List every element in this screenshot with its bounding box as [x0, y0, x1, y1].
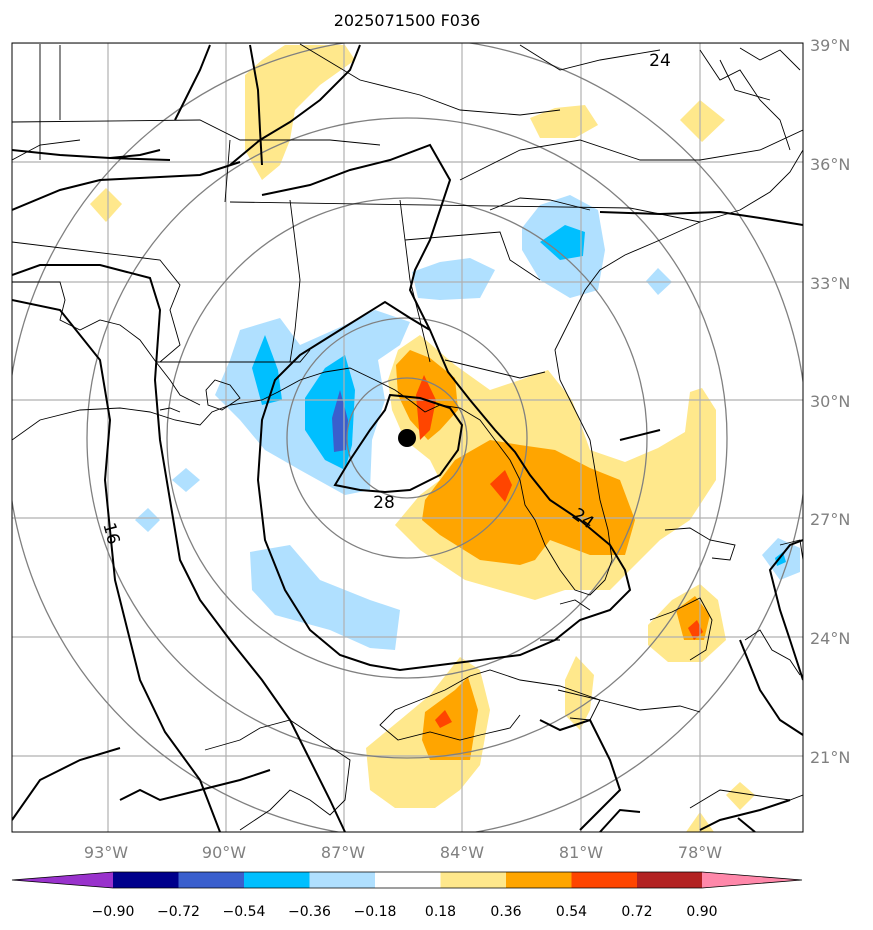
colorbar-tick-label: −0.36: [288, 904, 331, 920]
colorbar-tick-label: 0.54: [556, 904, 587, 920]
map-frame: [11, 42, 804, 833]
colorbar-segment: [637, 872, 703, 888]
colorbar-segment: [440, 872, 506, 888]
lon-label: 90°W: [202, 843, 246, 862]
colorbar-segment: [571, 872, 637, 888]
colorbar-segment: [178, 872, 244, 888]
latitude-axis-labels: 39°N 36°N 33°N 30°N 27°N 24°N 21°N: [810, 36, 850, 767]
lat-label: 24°N: [810, 629, 850, 648]
range-rings: [12, 43, 803, 832]
lon-label: 81°W: [559, 843, 603, 862]
contour-label-center: 28: [373, 493, 395, 513]
lon-label: 93°W: [84, 843, 128, 862]
lon-label: 78°W: [678, 843, 722, 862]
lat-label: 27°N: [810, 510, 850, 529]
lat-label: 39°N: [810, 36, 850, 55]
colorbar: −0.90 −0.72 −0.54 −0.36 −0.18 0.18 0.36 …: [11, 871, 803, 920]
colorbar-tick-label: 0.72: [621, 904, 652, 920]
colorbar-segment: [375, 872, 441, 888]
positive-anomaly-dark-shading: [416, 375, 703, 728]
colorbar-segment: [244, 872, 310, 888]
colorbar-tick-label: 0.36: [490, 904, 521, 920]
lon-label: 87°W: [321, 843, 365, 862]
lat-label: 33°N: [810, 274, 850, 293]
colorbar-tick-label: −0.54: [223, 904, 266, 920]
contour-label-top: 24: [649, 51, 671, 71]
map-panel: [12, 43, 803, 832]
heavy-contours: [12, 44, 803, 832]
colorbar-segment: [309, 872, 375, 888]
colorbar-tick-label: 0.90: [686, 904, 717, 920]
figure-title: 2025071500 F036: [334, 11, 481, 30]
coastlines-and-borders: [12, 43, 803, 831]
storm-center-marker: [398, 429, 416, 447]
colorbar-tick-label: −0.18: [354, 904, 397, 920]
lat-label: 30°N: [810, 392, 850, 411]
colorbar-tick-label: 0.18: [425, 904, 456, 920]
colorbar-min-extension: [12, 872, 113, 888]
lat-label: 36°N: [810, 155, 850, 174]
colorbar-segment: [506, 872, 572, 888]
colorbar-tick-label: −0.90: [92, 904, 135, 920]
colorbar-max-extension: [702, 872, 802, 888]
lon-label: 84°W: [440, 843, 484, 862]
longitude-axis-labels: 93°W 90°W 87°W 84°W 81°W 78°W: [84, 843, 722, 862]
colorbar-tick-label: −0.72: [157, 904, 200, 920]
lat-label: 21°N: [810, 748, 850, 767]
colorbar-outline: [11, 871, 803, 889]
colorbar-segment: [113, 872, 179, 888]
graticule: [12, 43, 803, 832]
